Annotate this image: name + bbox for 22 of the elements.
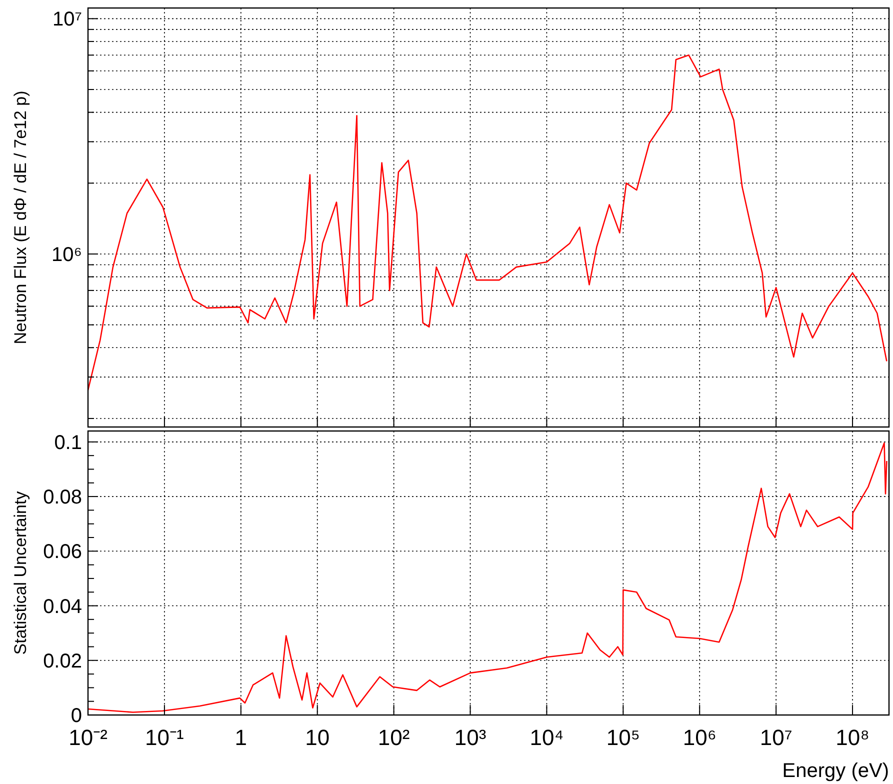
x-tick-label: 10⁻² — [68, 725, 108, 750]
x-tick-label: 10⁴ — [530, 725, 564, 750]
y-tick-label: 0.1 — [54, 432, 82, 454]
y-tick-label: 0.02 — [43, 650, 82, 672]
x-tick-label: 10⁶ — [682, 725, 716, 750]
y-axis-title: Statistical Uncertainty — [11, 490, 30, 655]
y-tick-label: 10⁶ — [52, 244, 82, 266]
x-tick-label: 10 — [305, 725, 330, 750]
y-tick-label: 0.04 — [43, 596, 82, 618]
x-axis-title: Energy (eV) — [782, 760, 889, 782]
y-tick-label: 10⁷ — [52, 8, 82, 31]
x-tick-label: 10² — [378, 725, 410, 750]
x-tick-label: 10⁷ — [760, 725, 792, 750]
y-tick-label: 0.08 — [43, 486, 82, 509]
x-tick-label: 10⁸ — [836, 725, 870, 750]
y-tick-label: 0.06 — [43, 541, 82, 564]
x-tick-label: 10⁵ — [606, 725, 640, 750]
x-tick-label: 10⁻¹ — [145, 725, 184, 750]
y-tick-label: 0 — [70, 705, 82, 727]
y-axis-title: Neutron Flux (E dΦ / dE / 7e12 p) — [11, 90, 30, 344]
x-tick-label: 1 — [234, 725, 248, 750]
x-tick-label: 10³ — [454, 725, 486, 750]
